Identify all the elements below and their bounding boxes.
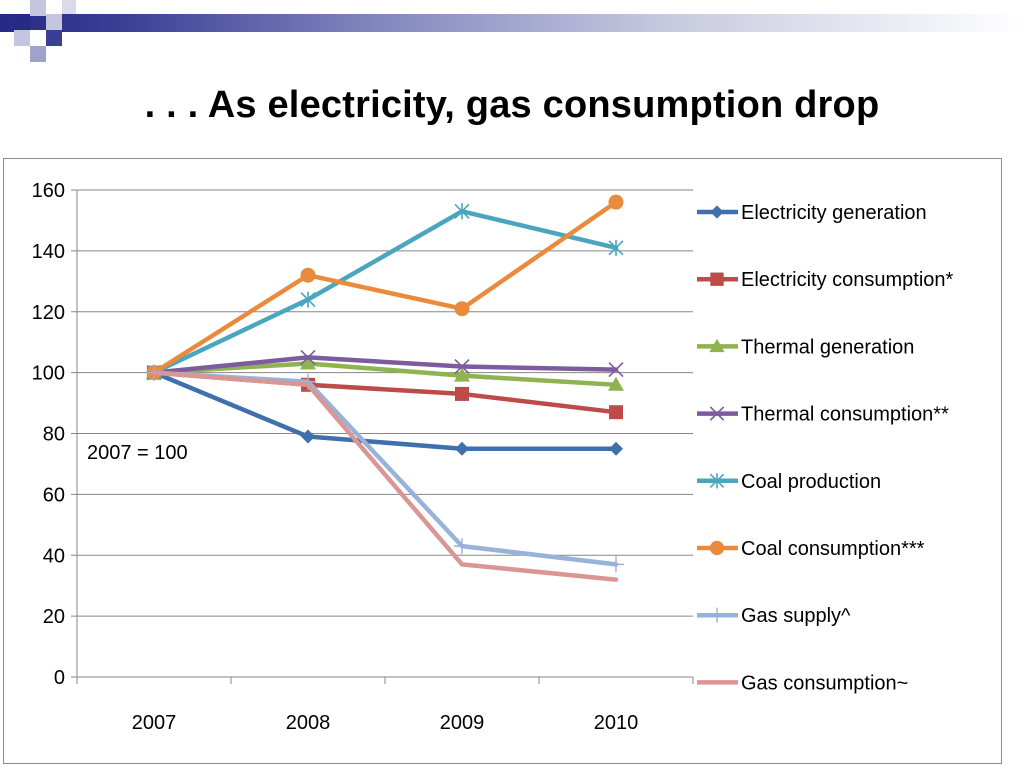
legend-entry: Thermal consumption** [697, 404, 949, 426]
slide-decoration [0, 0, 1024, 62]
legend-label: Coal consumption*** [741, 538, 925, 560]
data-point [709, 338, 725, 353]
data-point [454, 538, 470, 555]
data-point [454, 203, 470, 220]
series-path [151, 199, 619, 375]
legend-label: Thermal consumption** [741, 404, 949, 426]
data-point [709, 540, 725, 556]
deco-square [46, 14, 62, 30]
data-point [300, 291, 316, 308]
data-point [608, 362, 624, 378]
deco-square [30, 46, 46, 62]
series-path [151, 355, 619, 375]
series-line [151, 370, 619, 582]
legend-entry: Thermal generation [697, 336, 914, 358]
x-axis: 2007 2008 2009 2010 [76, 676, 694, 734]
data-point [709, 607, 725, 623]
deco-square [14, 14, 30, 30]
legend-label: Thermal generation [741, 336, 914, 358]
data-point [710, 205, 724, 219]
data-point [608, 194, 624, 210]
deco-square [46, 30, 62, 46]
x-tick-label: 2009 [440, 712, 485, 734]
header-band [0, 14, 1024, 32]
data-point [709, 473, 725, 489]
chart-frame [3, 158, 1002, 764]
y-tick-label: 120 [32, 302, 65, 324]
data-point [710, 272, 724, 286]
series-line [146, 194, 624, 381]
data-point [609, 441, 623, 456]
legend-entry: Gas consumption~ [697, 672, 908, 694]
data-point [608, 376, 624, 391]
x-tick-label: 2008 [286, 712, 331, 734]
y-tick-label: 40 [43, 545, 65, 567]
x-tick-label: 2007 [132, 712, 177, 734]
y-tick-label: 60 [43, 484, 65, 506]
data-point [301, 429, 315, 444]
deco-square [30, 0, 46, 16]
data-point [300, 267, 316, 283]
series-path [151, 361, 619, 388]
y-tick-label: 140 [32, 241, 65, 263]
legend: Electricity generation Electricity consum… [697, 202, 954, 694]
data-point [300, 349, 316, 365]
series-line [147, 365, 623, 420]
data-point [454, 367, 470, 382]
series-path [151, 370, 619, 582]
data-point [609, 405, 623, 420]
data-point [709, 406, 725, 421]
slide-title: . . . As electricity, gas consumption dr… [144, 84, 880, 126]
legend-entry: Gas supply^ [697, 605, 851, 627]
legend-label: Gas supply^ [741, 605, 851, 627]
series-line [146, 364, 624, 573]
y-tick-label: 80 [43, 424, 65, 446]
data-point [455, 441, 469, 456]
x-tick-label: 2010 [594, 712, 639, 734]
legend-label: Electricity generation [741, 202, 927, 224]
legend-entry: Electricity generation [697, 202, 927, 224]
legend-label: Coal production [741, 471, 881, 493]
y-tick-label: 160 [32, 180, 65, 202]
y-tick-label: 100 [32, 363, 65, 385]
series-path [151, 209, 619, 375]
series-lines [146, 194, 624, 582]
legend-label: Electricity consumption* [741, 269, 954, 291]
y-axis: 0 20 40 60 80 100 120 140 160 [32, 180, 78, 689]
grid-lines [77, 189, 693, 678]
data-point [608, 239, 624, 256]
legend-entry: Coal production [697, 471, 881, 493]
deco-square [62, 0, 76, 14]
data-point [455, 386, 469, 401]
y-tick-label: 20 [43, 606, 65, 628]
data-point [608, 556, 624, 573]
legend-label: Gas consumption~ [741, 672, 908, 694]
deco-square [30, 30, 46, 46]
data-point [454, 301, 470, 317]
legend-entry: Electricity consumption* [697, 269, 954, 291]
index-note: 2007 = 100 [87, 442, 188, 464]
data-point [300, 355, 316, 370]
series-path [151, 370, 619, 451]
deco-square [14, 30, 30, 46]
y-tick-label: 0 [54, 667, 65, 689]
series-line [146, 349, 624, 381]
data-point [454, 358, 470, 375]
legend-entry: Coal consumption*** [697, 538, 925, 560]
